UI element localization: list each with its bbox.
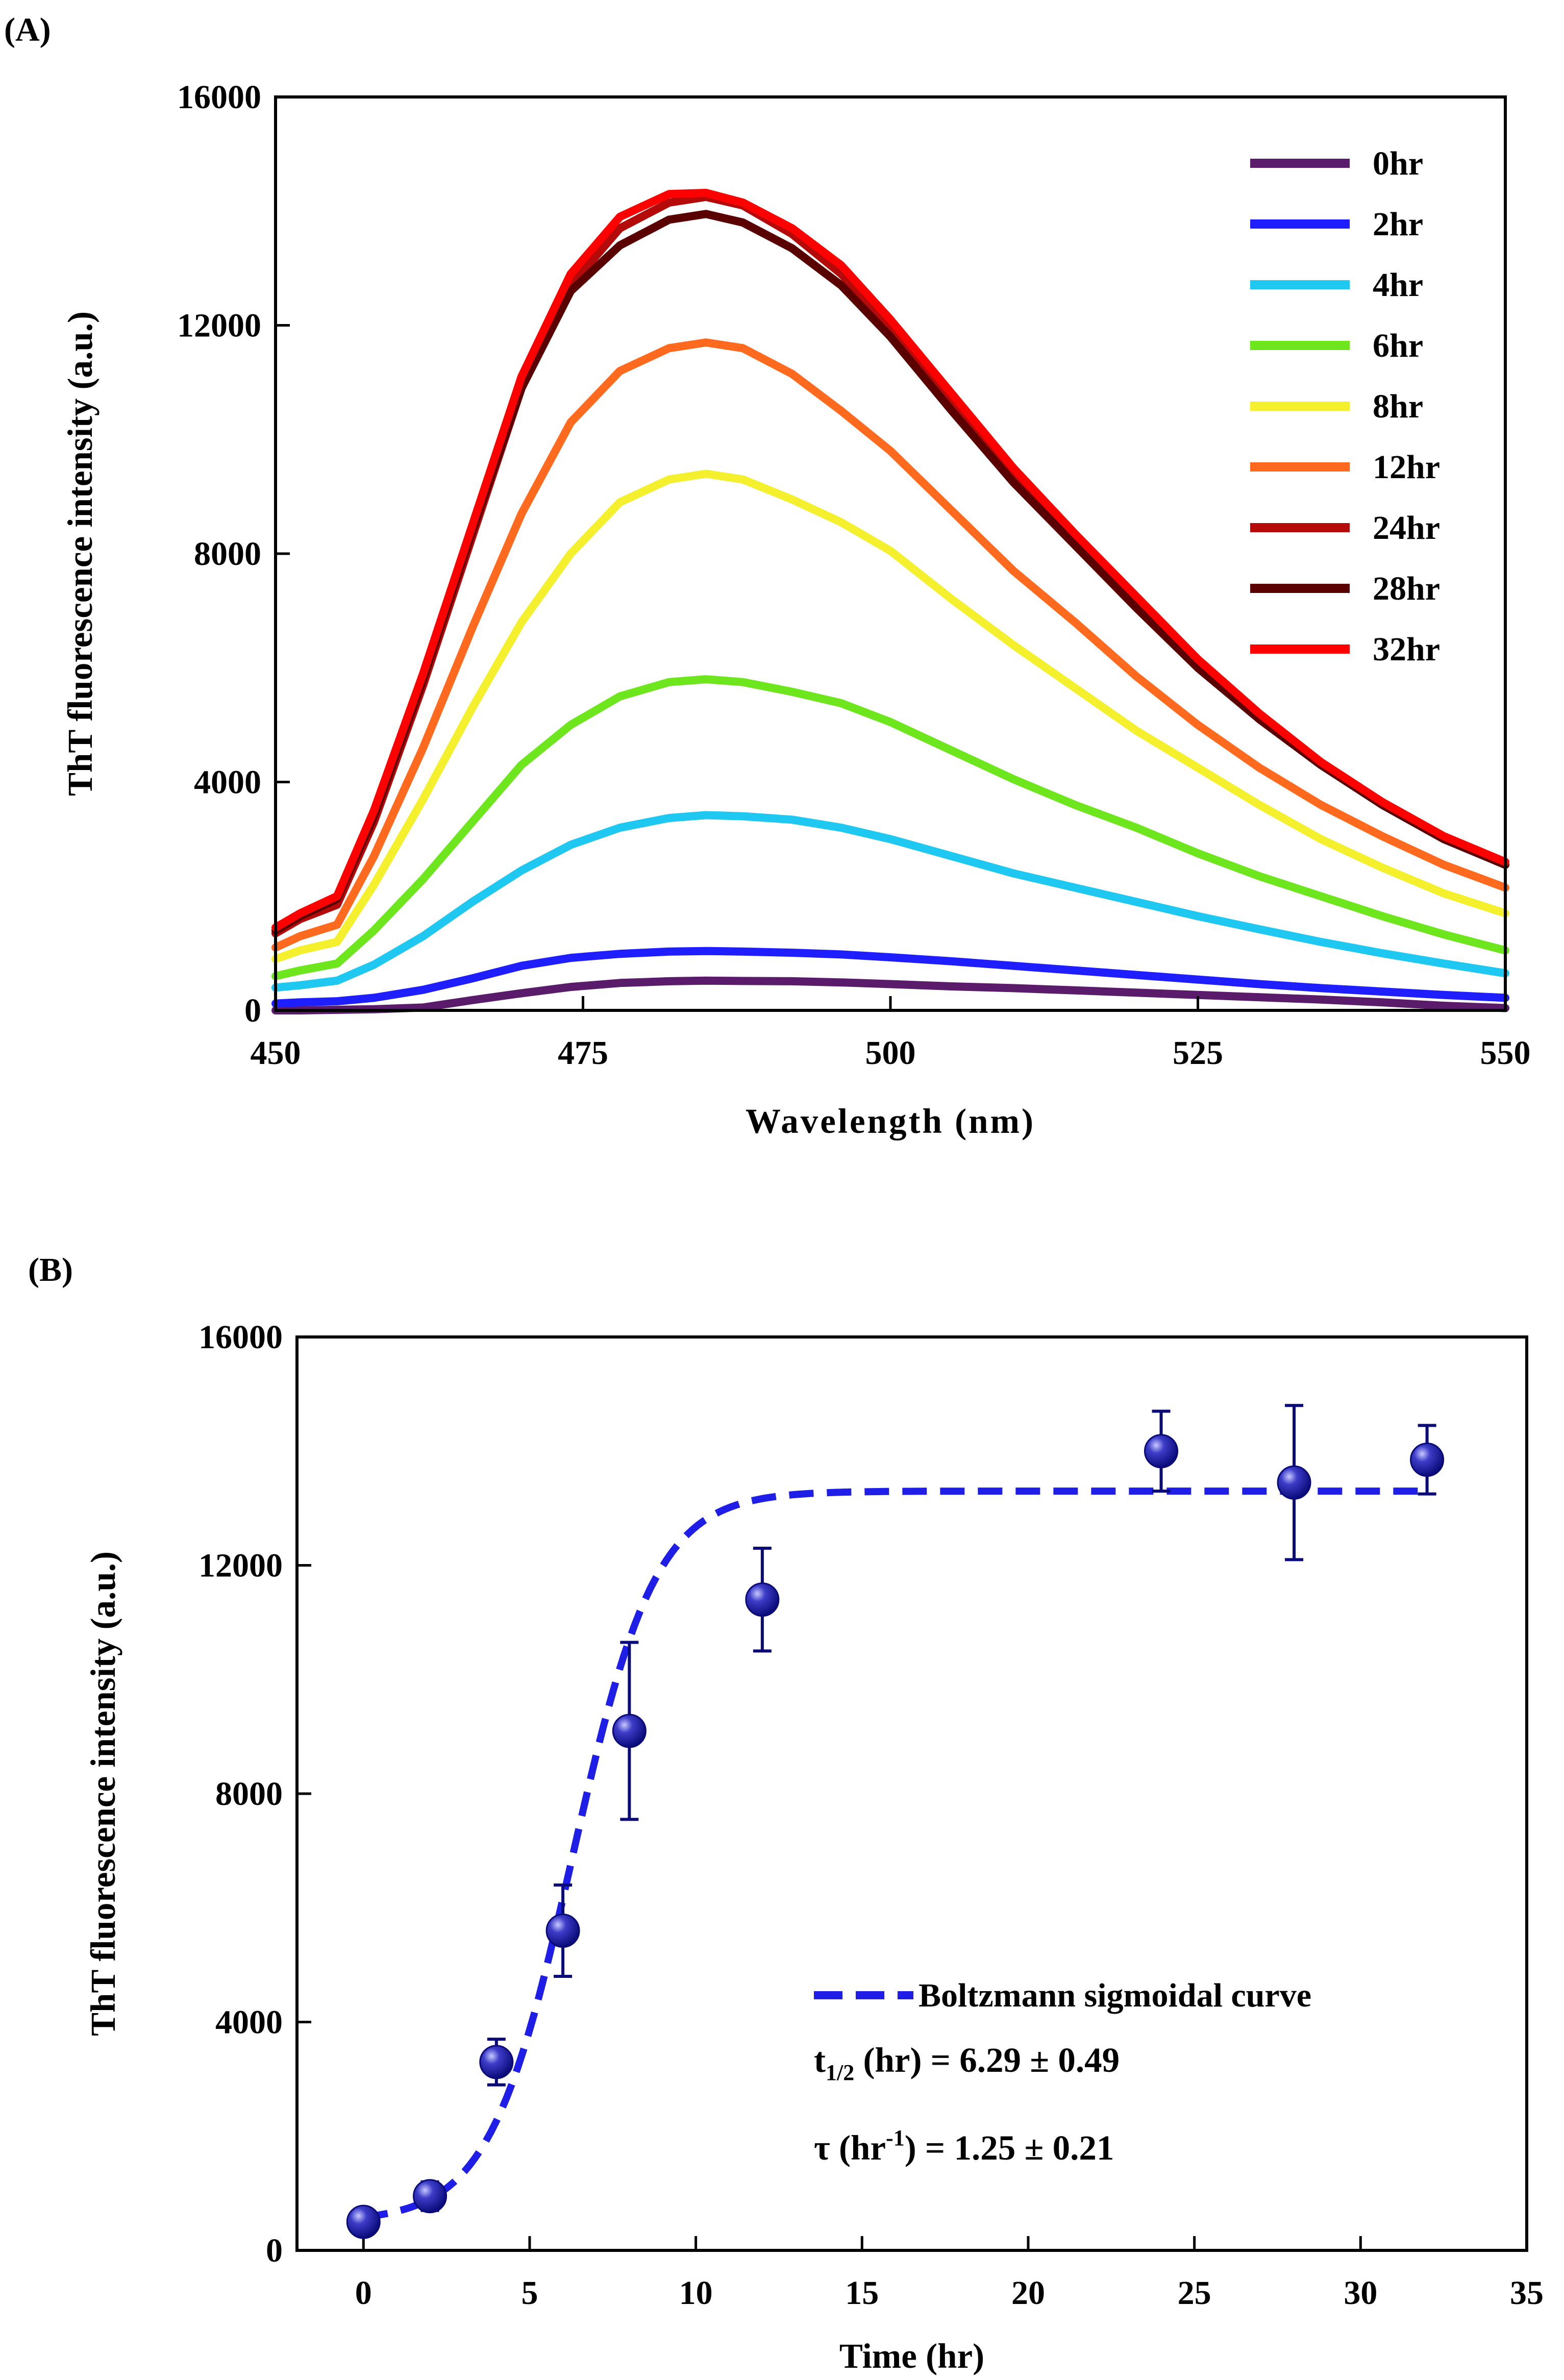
data-point — [1410, 1443, 1445, 1477]
t-half-prefix: t — [814, 2041, 826, 2079]
panel-b-legend: Boltzmann sigmoidal curve — [814, 1977, 1311, 2014]
y-tick-label: 4000 — [194, 764, 261, 801]
series-line-8hr — [271, 469, 1509, 963]
x-tick-label: 30 — [1344, 2274, 1377, 2312]
legend-label-24hr: 24hr — [1373, 509, 1440, 547]
series-line-0hr — [271, 976, 1509, 1014]
panel-a-x-axis-title: Wavelength (nm) — [746, 1102, 1035, 1141]
legend-label-4hr: 4hr — [1373, 266, 1423, 304]
data-point — [413, 2179, 448, 2214]
tau-annotation: τ (hr-1) = 1.25 ± 0.21 — [814, 2125, 1114, 2167]
boltzmann-fit-line — [363, 1487, 1427, 2221]
series-line-12hr — [271, 338, 1509, 952]
panel-b-legend-label: Boltzmann sigmoidal curve — [918, 1977, 1311, 2014]
data-point — [545, 1914, 580, 1948]
panel-b-x-ticks: 0 5 10 15 20 25 30 35 — [355, 2236, 1544, 2312]
data-point — [612, 1714, 647, 1748]
legend-label-0hr: 0hr — [1373, 145, 1423, 182]
panel-a-y-axis-title: ThT fluorescence intensity (a.u.) — [61, 311, 100, 796]
y-tick-label: 0 — [244, 992, 261, 1029]
panel-a-legend: 0hr 2hr 4hr 6hr 8hr 12hr 24hr 28hr 32hr — [1250, 145, 1440, 668]
data-point — [346, 2204, 381, 2239]
panel-b-label: (B) — [28, 1251, 73, 1288]
y-tick-label: 16000 — [198, 1319, 283, 1356]
panel-a: (A) 450 475 500 525 550 0400080001200016000 … — [4, 11, 1531, 1141]
panel-b: (B) 0 5 10 15 20 25 30 35 0 4000 8000 12000 16000 T… — [28, 1251, 1544, 2375]
panel-b-y-ticks: 0 4000 8000 12000 16000 — [198, 1319, 311, 2269]
y-tick-label: 12000 — [198, 1547, 283, 1584]
x-tick-label: 550 — [1480, 1034, 1531, 1072]
legend-label-8hr: 8hr — [1373, 388, 1423, 425]
panel-b-plot-frame — [295, 1335, 1528, 2252]
x-tick-label: 5 — [521, 2274, 538, 2312]
data-point — [1277, 1465, 1311, 1500]
legend-label-32hr: 32hr — [1373, 631, 1440, 668]
y-tick-label: 16000 — [177, 79, 261, 116]
tau-prefix: τ (hr — [814, 2128, 886, 2167]
series-line-32hr — [271, 189, 1509, 932]
series-line-4hr — [271, 811, 1509, 992]
x-tick-label: 35 — [1510, 2274, 1544, 2312]
y-tick-label: 0 — [266, 2232, 283, 2269]
y-tick-label: 12000 — [177, 307, 261, 344]
legend-label-28hr: 28hr — [1373, 570, 1440, 607]
t-half-subscript: 1/2 — [826, 2060, 854, 2085]
t-half-value: (hr) = 6.29 ± 0.49 — [854, 2041, 1120, 2079]
data-point — [745, 1582, 780, 1617]
data-point — [479, 2045, 514, 2079]
legend-label-6hr: 6hr — [1373, 327, 1423, 364]
panel-a-series-lines — [271, 189, 1509, 1014]
legend-label-2hr: 2hr — [1373, 206, 1423, 243]
x-tick-label: 500 — [865, 1034, 916, 1072]
panel-b-data-points — [346, 1404, 1445, 2239]
y-tick-label: 8000 — [215, 1775, 283, 1813]
panel-b-y-axis-title: ThT fluorescence intensity (a.u.) — [84, 1551, 122, 2036]
x-tick-label: 15 — [845, 2274, 879, 2312]
x-tick-label: 475 — [558, 1034, 608, 1072]
y-tick-label: 8000 — [194, 535, 261, 573]
panel-a-x-ticks: 450 475 500 525 550 — [251, 996, 1531, 1072]
x-tick-label: 20 — [1011, 2274, 1045, 2312]
legend-label-12hr: 12hr — [1373, 449, 1440, 486]
data-point — [1144, 1434, 1179, 1469]
panel-b-x-axis-title: Time (hr) — [839, 2337, 984, 2375]
x-tick-label: 450 — [251, 1034, 301, 1072]
t-half-annotation: t1/2 (hr) = 6.29 ± 0.49 — [814, 2041, 1120, 2085]
y-tick-label: 4000 — [215, 2004, 283, 2041]
series-line-6hr — [271, 675, 1509, 980]
x-tick-label: 25 — [1178, 2274, 1211, 2312]
panel-b-fit-curve — [363, 1487, 1427, 2221]
x-tick-label: 10 — [679, 2274, 713, 2312]
x-tick-label: 0 — [355, 2274, 372, 2312]
x-tick-label: 525 — [1173, 1034, 1223, 1072]
tau-value: ) = 1.25 ± 0.21 — [905, 2128, 1114, 2167]
panel-a-label: (A) — [4, 11, 51, 48]
tau-superscript: -1 — [886, 2125, 905, 2150]
series-line-2hr — [271, 947, 1509, 1008]
panel-a-y-ticks: 0 4000 8000 12000 16000 — [177, 79, 290, 1029]
